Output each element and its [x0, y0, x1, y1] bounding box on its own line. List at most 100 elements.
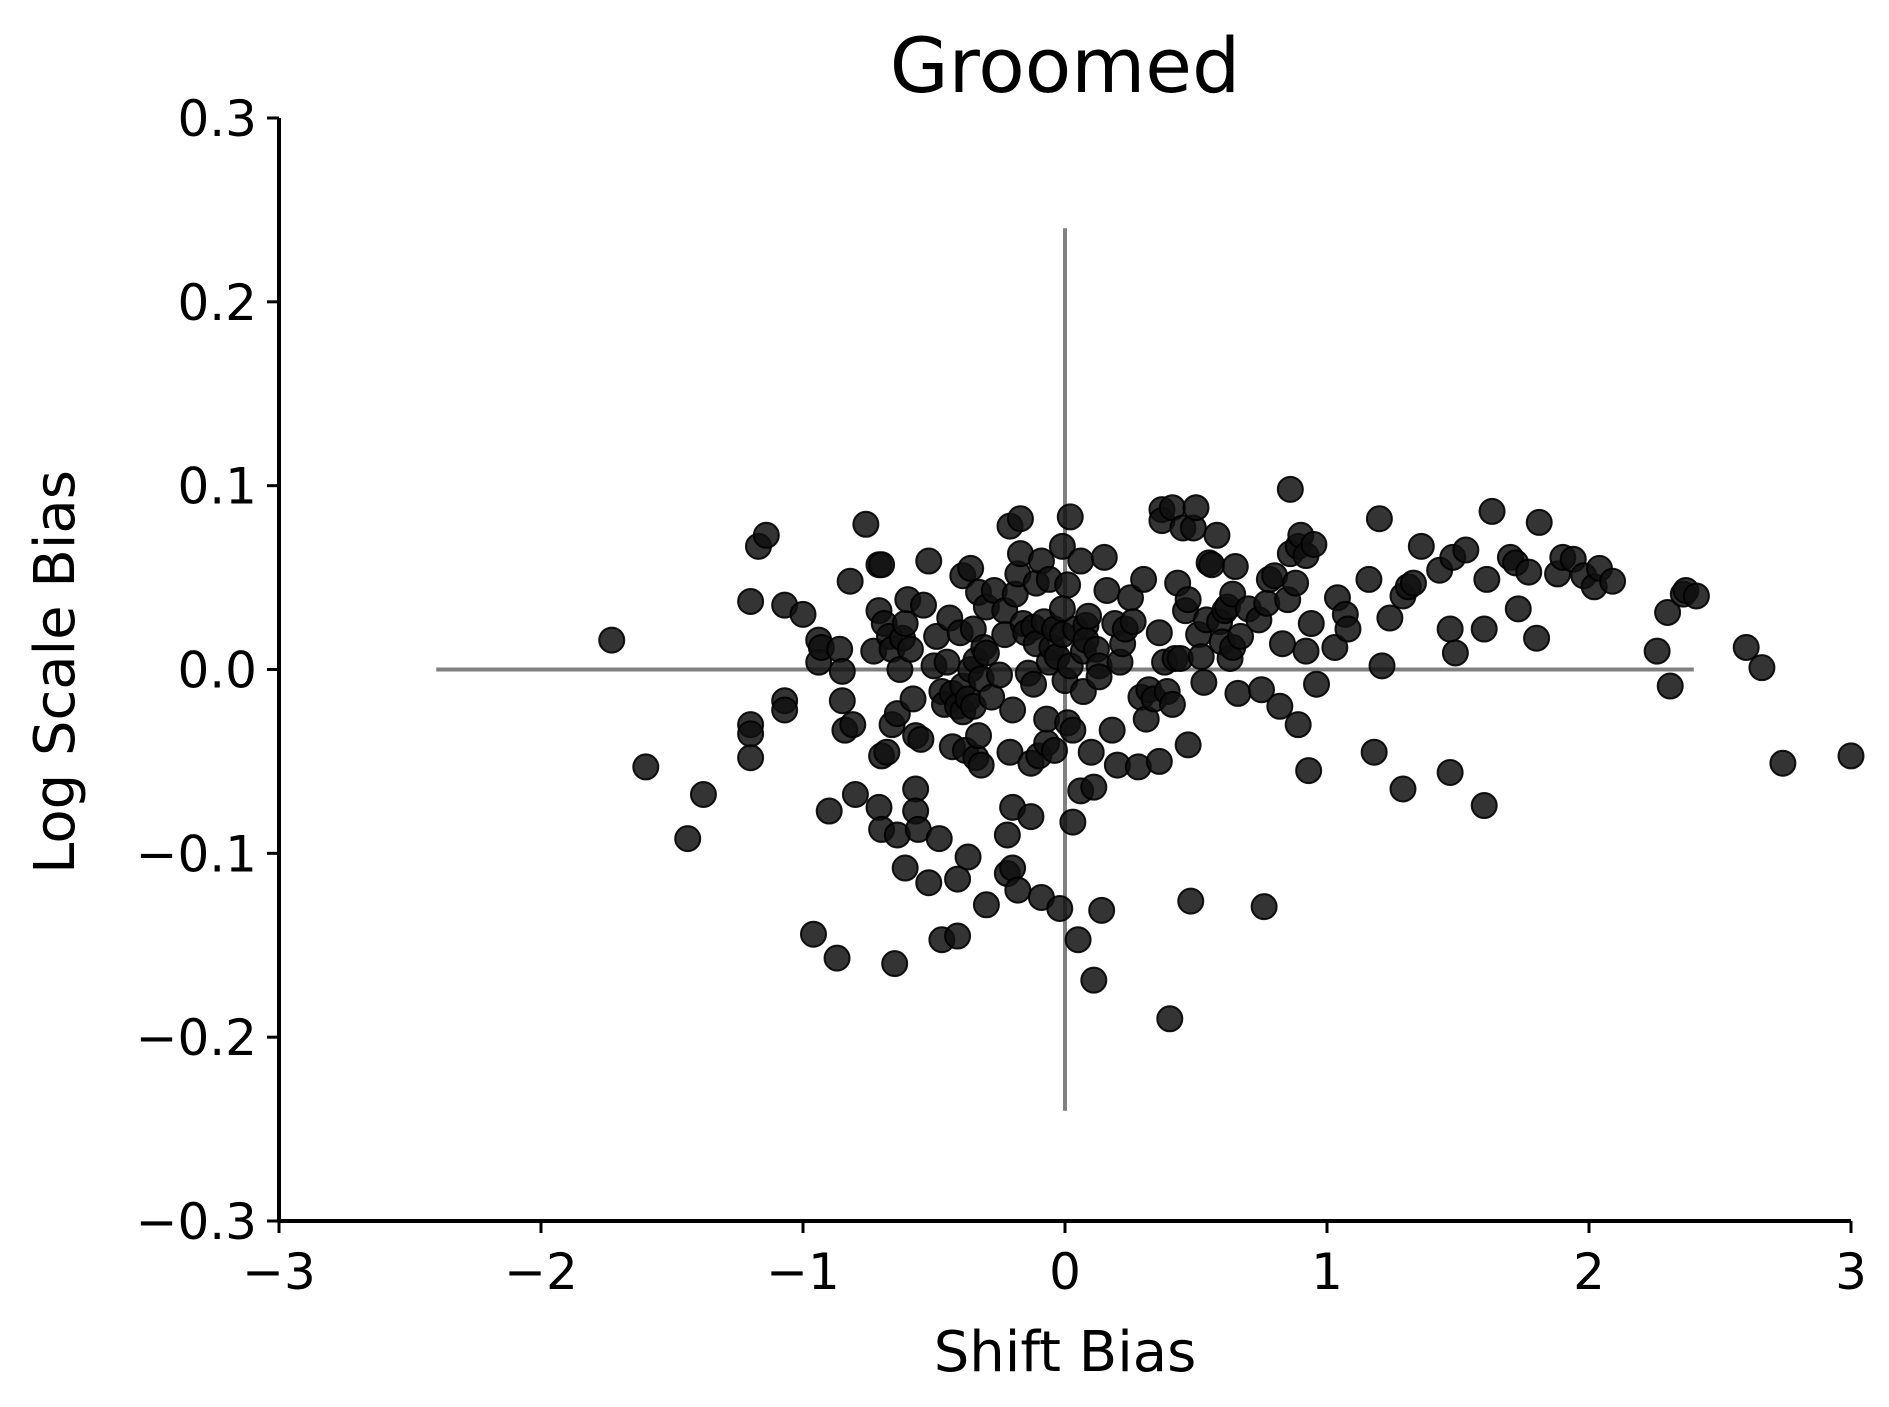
- data-point: [815, 797, 843, 825]
- data-point: [1656, 672, 1684, 700]
- data-point: [1174, 731, 1202, 759]
- x-tick-label: 2: [1573, 1243, 1605, 1301]
- data-point: [1837, 742, 1865, 770]
- data-point: [1088, 896, 1116, 924]
- data-point: [1006, 505, 1034, 533]
- y-axis-label: Log Scale Bias: [23, 470, 88, 874]
- data-point: [1292, 637, 1320, 665]
- data-point: [896, 635, 924, 663]
- data-point: [873, 738, 901, 766]
- data-point: [1156, 1005, 1184, 1033]
- data-point: [1182, 494, 1210, 522]
- data-point: [1284, 711, 1312, 739]
- data-point: [737, 587, 765, 615]
- data-point: [1085, 663, 1113, 691]
- data-point: [1227, 622, 1255, 650]
- y-tick-label: 0.3: [177, 90, 257, 148]
- x-tick-label: 1: [1311, 1243, 1343, 1301]
- data-point: [925, 825, 953, 853]
- data-point: [999, 854, 1027, 882]
- data-point: [1599, 567, 1627, 595]
- data-point: [1389, 775, 1417, 803]
- data-point: [1046, 894, 1074, 922]
- data-point: [881, 950, 909, 978]
- data-point: [1187, 643, 1215, 671]
- data-point: [1769, 749, 1797, 777]
- chart-title: Groomed: [890, 21, 1241, 110]
- data-point: [965, 722, 993, 750]
- data-point: [993, 821, 1021, 849]
- data-point: [1473, 565, 1501, 593]
- y-tick-label: 0.2: [177, 274, 257, 332]
- data-point: [1470, 792, 1498, 820]
- data-point: [826, 635, 854, 663]
- data-point: [972, 639, 1000, 667]
- data-point: [899, 685, 927, 713]
- data-point: [1067, 547, 1095, 575]
- data-point: [1158, 690, 1186, 718]
- data-point: [839, 711, 867, 739]
- data-point: [1525, 508, 1553, 536]
- data-point: [1017, 803, 1045, 831]
- data-point: [674, 825, 702, 853]
- data-points: [598, 475, 1865, 1033]
- data-point: [972, 891, 1000, 919]
- data-point: [1054, 571, 1082, 599]
- data-point: [823, 944, 851, 972]
- data-point: [944, 865, 972, 893]
- data-point: [891, 610, 919, 638]
- data-point: [996, 738, 1024, 766]
- data-point: [1130, 565, 1158, 593]
- x-tick-label: −2: [504, 1243, 578, 1301]
- data-point: [1075, 602, 1103, 630]
- data-point: [689, 781, 717, 809]
- data-point: [1732, 633, 1760, 661]
- data-point: [1093, 576, 1121, 604]
- data-point: [1174, 586, 1202, 614]
- data-point: [828, 657, 856, 685]
- data-point: [1365, 505, 1393, 533]
- data-point: [1523, 624, 1551, 652]
- data-point: [1399, 569, 1427, 597]
- data-point: [1297, 610, 1325, 638]
- data-point: [1407, 532, 1435, 560]
- data-point: [891, 854, 919, 882]
- data-point: [1119, 608, 1147, 636]
- data-point: [632, 753, 660, 781]
- data-point: [933, 648, 961, 676]
- data-point: [1266, 692, 1294, 720]
- data-point: [1077, 738, 1105, 766]
- x-tick-label: −3: [242, 1243, 316, 1301]
- data-point: [841, 781, 869, 809]
- data-point: [1321, 633, 1349, 661]
- data-point: [1224, 679, 1252, 707]
- data-point: [1282, 569, 1310, 597]
- data-point: [1080, 773, 1108, 801]
- data-point: [1436, 615, 1464, 643]
- data-point: [1436, 758, 1464, 786]
- data-point: [737, 720, 765, 748]
- data-point: [1145, 619, 1173, 647]
- data-point: [1048, 532, 1076, 560]
- data-point: [1020, 670, 1048, 698]
- data-point: [1355, 565, 1383, 593]
- data-point: [868, 551, 896, 579]
- y-tick-label: −0.2: [136, 1009, 257, 1067]
- data-point: [1198, 551, 1226, 579]
- data-point: [1059, 716, 1087, 744]
- data-point: [1056, 503, 1084, 531]
- data-point: [1334, 615, 1362, 643]
- data-point: [836, 567, 864, 595]
- data-point: [1177, 887, 1205, 915]
- data-point: [799, 920, 827, 948]
- x-axis-label: Shift Bias: [934, 1320, 1197, 1385]
- data-point: [1145, 747, 1173, 775]
- data-point: [1654, 599, 1682, 627]
- data-point: [1441, 639, 1469, 667]
- data-point: [1748, 654, 1776, 682]
- data-point: [598, 626, 626, 654]
- data-point: [944, 922, 972, 950]
- data-point: [1064, 926, 1092, 954]
- y-tick-label: 0.0: [177, 642, 257, 700]
